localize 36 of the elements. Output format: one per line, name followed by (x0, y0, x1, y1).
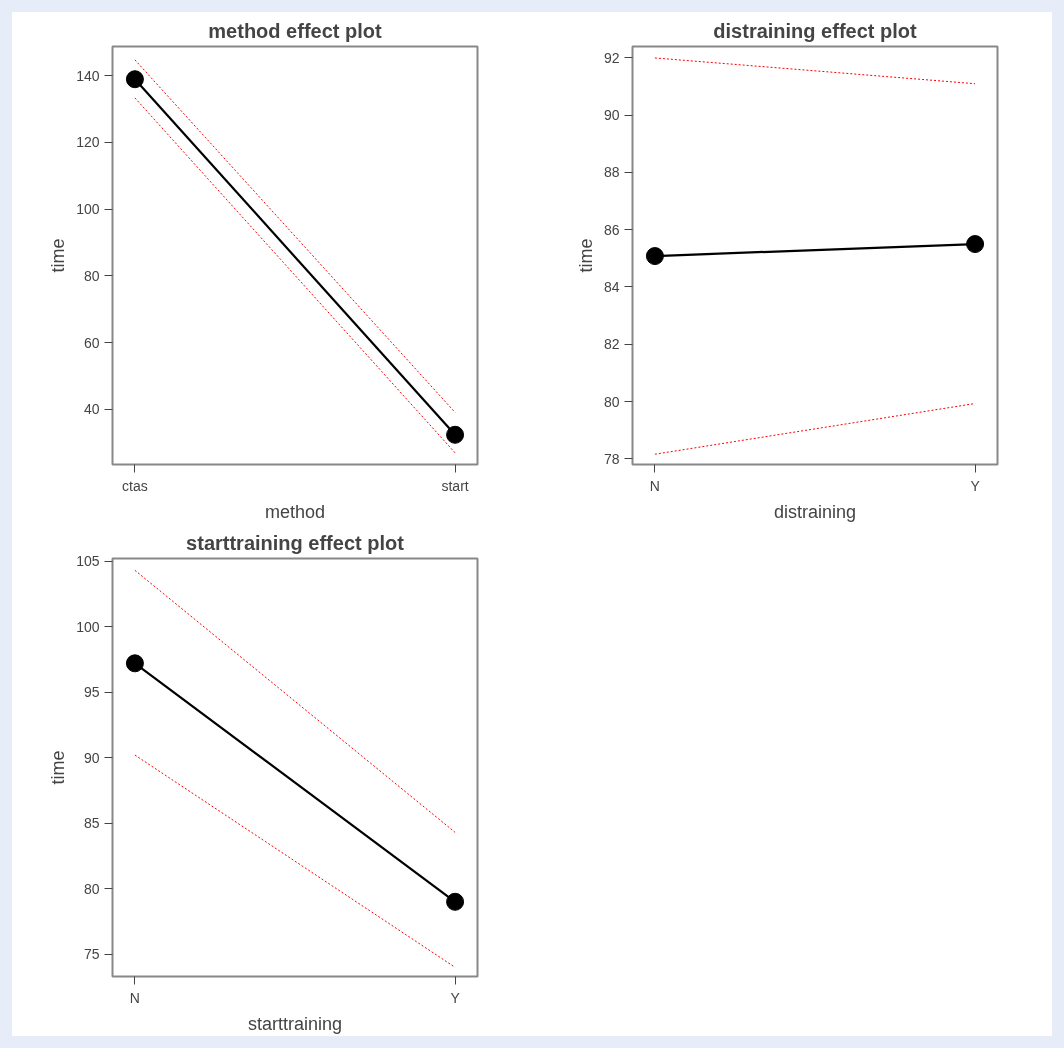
y-tick-label: 90 (83, 749, 100, 766)
x-axis-title: distraining (773, 501, 857, 522)
x-tick-label: ctas (122, 477, 148, 494)
y-tick-label: 40 (83, 401, 100, 418)
chart-title: starttraining effect plot (186, 531, 405, 554)
y-tick-label: 80 (83, 267, 100, 284)
chart-title: distraining effect plot (713, 19, 918, 42)
y-tick-label: 60 (83, 334, 100, 351)
y-tick-label: 75 (83, 946, 100, 963)
y-tick-label: 95 (83, 684, 100, 701)
y-tick-label: 100 (76, 201, 100, 218)
y-tick-label: 92 (603, 49, 620, 66)
y-tick-label: 84 (603, 278, 620, 295)
x-tick-label: start (441, 477, 469, 494)
y-tick-label: 100 (76, 618, 100, 635)
y-tick-label: 82 (603, 336, 620, 353)
y-tick-label: 120 (76, 134, 100, 151)
chart-title: method effect plot (208, 19, 382, 42)
y-axis-title: time (48, 750, 69, 785)
x-axis-title: method (264, 501, 326, 522)
y-axis-title: time (48, 238, 69, 273)
y-tick-label: 90 (603, 107, 620, 124)
x-tick-label: N (649, 477, 660, 494)
x-tick-label: Y (450, 989, 461, 1006)
x-tick-label: N (129, 989, 140, 1006)
y-tick-label: 105 (76, 553, 100, 570)
y-tick-label: 88 (603, 164, 620, 181)
y-tick-label: 140 (76, 67, 100, 84)
x-axis-title: starttraining (247, 1013, 343, 1034)
x-tick-label: Y (970, 477, 981, 494)
y-tick-label: 86 (603, 221, 620, 238)
y-tick-label: 80 (603, 393, 620, 410)
y-axis-title: time (575, 238, 596, 273)
y-tick-label: 85 (83, 815, 100, 832)
y-tick-label: 78 (603, 450, 620, 467)
y-tick-label: 80 (83, 880, 100, 897)
